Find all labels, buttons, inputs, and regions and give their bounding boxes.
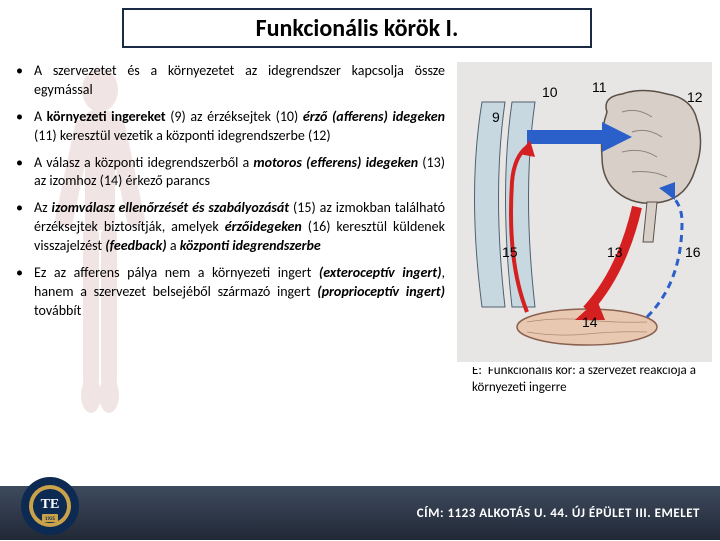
svg-text:16: 16 xyxy=(685,244,701,260)
svg-text:11: 11 xyxy=(592,79,607,95)
slide-title-box: Funkcionális körök I. xyxy=(122,8,592,48)
functional-circuit-diagram: 9 10 11 12 13 14 15 16 E:Funkcionális kör: a sze… xyxy=(457,62,712,422)
bullet-item: Az izomválasz ellenőrzését és szabályozá… xyxy=(10,199,445,256)
slide-footer: TE 1925 CÍM: 1123 ALKOTÁS U. 44. ÚJ ÉPÜL… xyxy=(0,486,720,540)
bullet-item: A környezeti ingereket (9) az érzéksejte… xyxy=(10,108,445,146)
footer-address: CÍM: 1123 ALKOTÁS U. 44. ÚJ ÉPÜLET III. … xyxy=(417,506,700,521)
svg-text:1925: 1925 xyxy=(45,516,56,522)
diagram-caption: E:Funkcionális kör: a szervezet reakciój… xyxy=(472,367,707,397)
logo-text: TE xyxy=(41,497,60,512)
svg-text:10: 10 xyxy=(542,84,558,100)
svg-text:12: 12 xyxy=(687,89,703,105)
svg-text:9: 9 xyxy=(492,109,500,125)
bullet-item: A szervezetet és a környezetet az idegre… xyxy=(10,62,445,100)
bullet-item: Ez az afferens pálya nem a környezeti in… xyxy=(10,264,445,321)
bullet-item: A válasz a központi idegrendszerből a mo… xyxy=(10,154,445,192)
institution-logo: TE 1925 xyxy=(20,476,80,536)
svg-text:15: 15 xyxy=(502,244,518,260)
slide-title: Funkcionális körök I. xyxy=(256,14,459,43)
bullet-content: A szervezetet és a környezetet az idegre… xyxy=(10,62,445,329)
svg-text:14: 14 xyxy=(582,314,598,330)
svg-text:13: 13 xyxy=(607,244,623,260)
